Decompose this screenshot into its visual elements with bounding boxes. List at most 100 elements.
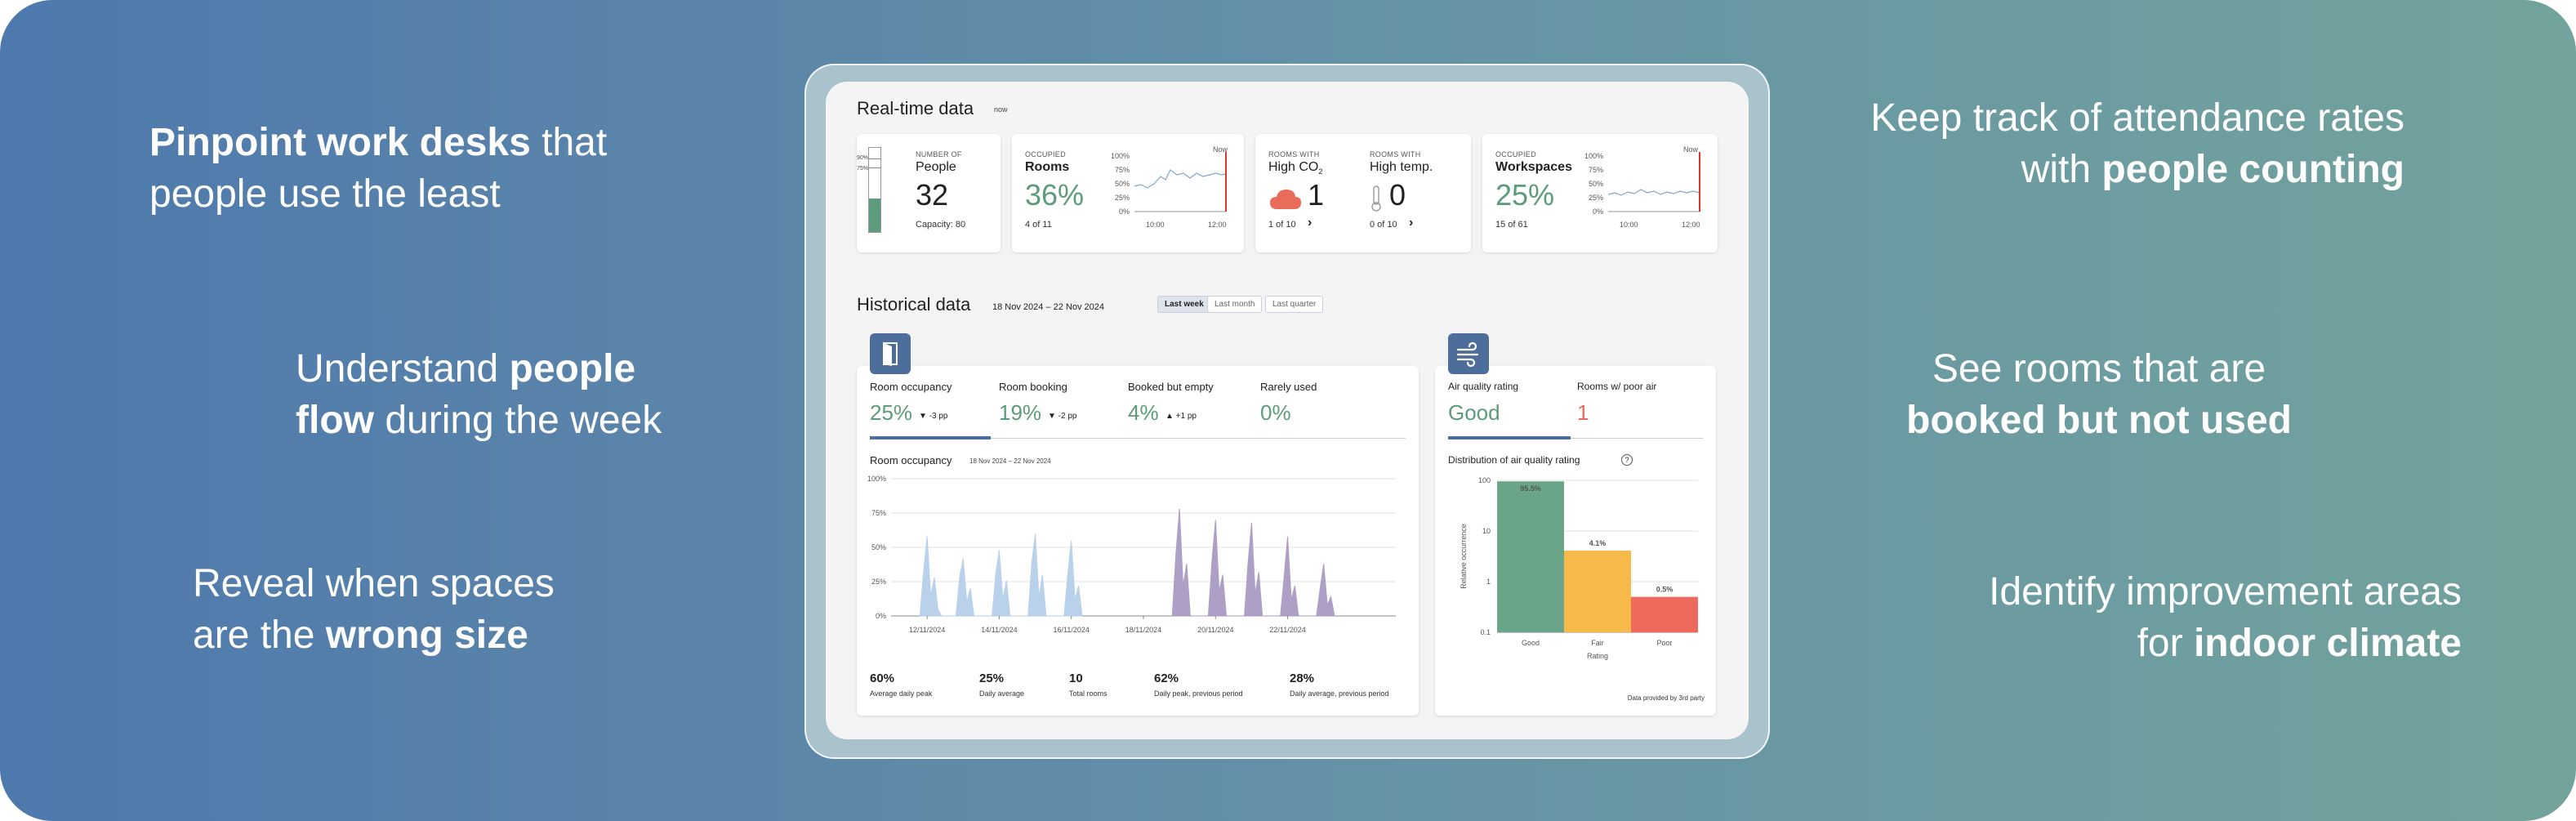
rooms-ytick: 25% xyxy=(1115,194,1130,202)
kpi-delta-room-occupancy: ▼ -3 pp xyxy=(919,412,948,421)
co2-chevron-icon[interactable]: › xyxy=(1308,216,1313,230)
stat-label-daily-avg: Daily average xyxy=(979,689,1025,698)
segment-last-week[interactable]: Last week xyxy=(1157,296,1211,313)
flow-d: during the week xyxy=(373,399,662,442)
people-card[interactable]: 90% 75% NUMBER OF People 32 Capacity: 80 xyxy=(857,134,1001,252)
people-caption: NUMBER OF xyxy=(916,150,962,158)
air-value-label: 4.1% xyxy=(1589,539,1607,547)
occupancy-xtick: 14/11/2024 xyxy=(981,626,1017,634)
stat-label-prev-avg: Daily average, previous period xyxy=(1290,689,1389,698)
occupancy-areas xyxy=(919,508,1335,617)
stat-label-avg-peak: Average daily peak xyxy=(870,689,933,698)
air-xlabel: Rating xyxy=(1587,652,1608,660)
occupancy-xtick: 18/11/2024 xyxy=(1125,626,1161,634)
stat-value-prev-peak: 62% xyxy=(1154,672,1179,685)
stat-label-prev-peak: Daily peak, previous period xyxy=(1154,689,1243,698)
temp-count: 0 xyxy=(1389,178,1406,212)
ws-yticks: 100% 75% 50% 25% 0% xyxy=(1585,152,1603,216)
people-label: People xyxy=(916,160,956,174)
desks-line2: people use the least xyxy=(149,172,501,216)
air-value-label: 95.5% xyxy=(1520,484,1541,493)
rooms-yticks: 100% 75% 50% 25% 0% xyxy=(1112,152,1130,216)
co2-label-sub: 2 xyxy=(1318,167,1323,176)
kpi-value-air-rating: Good xyxy=(1448,400,1500,425)
tablet-frame: Real-time data now 90% 75% NUMBER OF Peo… xyxy=(804,64,1770,759)
gauge-label-75: 75% xyxy=(857,166,869,172)
occupancy-ytick: 75% xyxy=(871,509,886,517)
occupied-workspaces-card[interactable]: OCCUPIED Workspaces 25% 15 of 61 Now 100… xyxy=(1482,134,1718,252)
kpi-label-rarely-used: Rarely used xyxy=(1260,381,1317,393)
rooms-xtick: 12:00 xyxy=(1208,221,1227,229)
stat-value-avg-peak: 60% xyxy=(870,672,895,685)
wind-icon xyxy=(1448,333,1489,374)
marketing-line-climate: Identify improvement areas for indoor cl… xyxy=(1989,566,2462,669)
occupancy-xtick: 12/11/2024 xyxy=(909,626,945,634)
occupancy-ytick: 100% xyxy=(867,475,886,483)
air-category-label: Fair xyxy=(1591,639,1604,647)
co2-label: High CO2 xyxy=(1268,160,1322,176)
air-labels: 100 10 1 0.1 Relative occurrence 95.5% Good 4.1… xyxy=(1460,476,1673,660)
gauge-label-90: 90% xyxy=(857,155,869,161)
rooms-value: 36% xyxy=(1025,178,1085,212)
thermometer-icon xyxy=(1371,185,1381,212)
kpi-value-room-occupancy: 25% xyxy=(870,400,913,425)
occupied-rooms-card[interactable]: OCCUPIED Rooms 36% 4 of 11 Now 100% 75% … xyxy=(1012,134,1244,252)
climate-a: for xyxy=(2137,622,2194,665)
occupancy-xtick: 16/11/2024 xyxy=(1054,626,1090,634)
ws-now-label: Now xyxy=(1683,145,1699,154)
booked-b: booked but not used xyxy=(1906,399,2292,442)
kpi-label-room-occupancy: Room occupancy xyxy=(870,381,952,393)
rooms-ytick: 0% xyxy=(1119,207,1130,216)
ws-xtick: 10:00 xyxy=(1620,221,1638,229)
rooms-xtick: 10:00 xyxy=(1146,221,1165,229)
people-capacity: Capacity: 80 xyxy=(916,220,966,230)
climate-line1: Identify improvement areas xyxy=(1989,570,2462,614)
info-icon[interactable]: ? xyxy=(1621,454,1633,466)
ws-ytick: 0% xyxy=(1593,207,1603,216)
stat-value-prev-avg: 28% xyxy=(1290,672,1315,685)
segment-last-quarter[interactable]: Last quarter xyxy=(1265,296,1324,313)
gauge-mark-75 xyxy=(869,167,880,168)
air-selected-indicator xyxy=(1448,436,1571,440)
air-quality-bar-chart: 100 10 1 0.1 Relative occurrence 95.5% Good 4.1… xyxy=(1460,476,1698,660)
segment-last-month[interactable]: Last month xyxy=(1207,296,1263,313)
rooms-caption: OCCUPIED xyxy=(1025,150,1066,158)
rooms-ytick: 100% xyxy=(1112,152,1130,160)
flow-a: Understand xyxy=(296,347,510,390)
flow-b: people xyxy=(509,347,636,390)
temp-label: High temp. xyxy=(1370,160,1433,174)
marketing-line-desks: Pinpoint work desks that people use the … xyxy=(149,117,607,220)
air-bar xyxy=(1564,551,1631,632)
marketing-line-booked: See rooms that are booked but not used xyxy=(1870,343,2328,446)
booked-line1: See rooms that are xyxy=(1932,347,2266,390)
ws-value: 25% xyxy=(1495,178,1555,212)
occupancy-ytick: 25% xyxy=(871,578,886,586)
ws-xtick: 12:00 xyxy=(1682,221,1700,229)
air-kpi-divider xyxy=(1448,438,1703,439)
climate-b: indoor climate xyxy=(2193,622,2462,665)
temp-caption: ROOMS WITH xyxy=(1370,150,1421,158)
people-count: 32 xyxy=(916,178,949,212)
gauge-mark-90 xyxy=(869,158,880,159)
co2-label-text: High CO xyxy=(1268,160,1319,174)
kpi-selected-indicator xyxy=(870,436,991,440)
kpi-value-poor-air: 1 xyxy=(1577,400,1589,425)
stat-label-total-rooms: Total rooms xyxy=(1069,689,1108,698)
co2-caption: ROOMS WITH xyxy=(1268,150,1320,158)
cloud-icon xyxy=(1270,190,1301,209)
desks-rest: that xyxy=(530,121,608,164)
kpi-delta-room-booking: ▼ -2 pp xyxy=(1048,412,1077,421)
rooms-sub: 4 of 11 xyxy=(1025,220,1052,230)
ws-ytick: 100% xyxy=(1585,152,1603,160)
occupancy-panel: Room occupancy 25% ▼ -3 pp Room booking … xyxy=(857,366,1419,716)
occupancy-area-chart: 100% 75% 50% 25% 0% 12/11/2024 14/11/2024 16/1… xyxy=(867,475,1396,634)
climate-card[interactable]: ROOMS WITH High CO2 1 1 of 10 › ROOMS WI… xyxy=(1255,134,1471,252)
kpi-value-room-booking: 19% xyxy=(999,400,1042,425)
air-ytick: 10 xyxy=(1482,527,1491,535)
air-bar xyxy=(1631,596,1698,632)
occupancy-ytick: 0% xyxy=(876,612,886,620)
temp-chevron-icon[interactable]: › xyxy=(1409,216,1414,230)
air-value-label: 0.5% xyxy=(1656,586,1674,594)
ws-sparkline: 100% 75% 50% 25% 0% 10:00 12:00 xyxy=(1585,152,1700,229)
